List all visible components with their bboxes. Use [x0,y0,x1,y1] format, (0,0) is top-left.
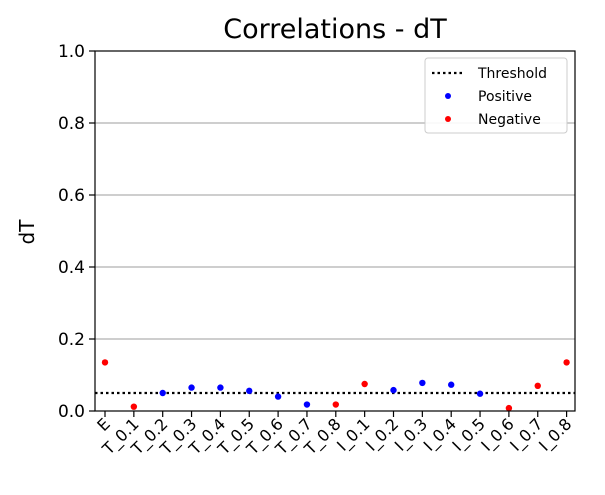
data-point [332,401,339,408]
chart-title: Correlations - dT [223,14,447,45]
grid-layer [95,122,575,340]
y-tick-label: 0.0 [58,402,85,422]
y-tick-label: 0.2 [58,330,85,350]
data-point [534,382,541,389]
legend-label: Negative [478,112,541,128]
legend-positive-swatch [445,93,451,99]
legend-label: Threshold [477,66,547,82]
x-ticks-layer: ET_0.1T_0.2T_0.3T_0.4T_0.5T_0.6T_0.7T_0.… [93,411,576,460]
data-point [361,380,368,388]
data-point [101,359,109,366]
y-tick-label: 0.4 [58,258,85,278]
legend-negative-swatch [445,116,451,122]
data-point [217,384,224,391]
data-point [419,379,426,387]
data-point [448,381,455,388]
data-point [476,390,484,397]
y-tick-label: 0.6 [58,186,85,206]
data-point [188,384,195,391]
x-tick-label: I_0.8 [535,414,576,455]
points-layer [101,359,570,412]
plot-frame [94,50,576,412]
y-ticks-layer: 0.0 0.2 0.4 0.6 0.8 1.0 [58,42,95,422]
data-point [390,386,397,394]
data-point [303,401,311,408]
data-point [246,387,253,395]
y-tick-label: 0.8 [58,114,85,134]
legend-box [424,57,568,134]
legend-label: Positive [478,89,532,105]
data-point [274,393,282,400]
y-tick-label: 1.0 [58,42,85,62]
data-point [159,389,166,397]
y-axis-label: dT [15,219,39,245]
data-point [130,403,138,410]
data-point [563,359,570,366]
legend: Threshold Positive Negative [424,57,568,134]
data-point [505,404,513,412]
